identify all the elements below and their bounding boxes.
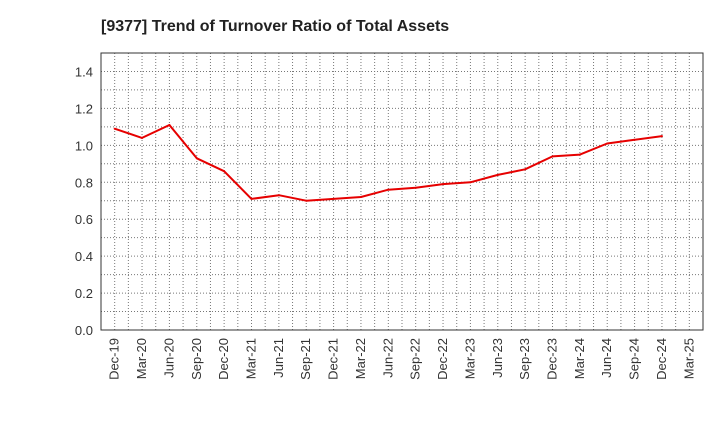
y-tick-label: 0.6 [75,212,93,227]
y-tick-label: 1.4 [75,64,93,79]
chart-title: [9377] Trend of Turnover Ratio of Total … [101,18,449,35]
x-tick-label: Mar-23 [462,338,477,379]
y-axis: 0.0 0.2 0.4 0.6 0.8 1.0 1.2 1.4 [75,64,93,338]
data-point [551,155,554,158]
data-point [387,188,390,191]
data-point [660,135,663,138]
x-tick-label: Dec-20 [216,338,231,380]
data-point [524,168,527,171]
x-tick-label: Mar-21 [244,338,259,379]
data-point [606,142,609,145]
data-point [442,183,445,186]
x-tick-label: Dec-24 [654,338,669,380]
x-tick-label: Dec-22 [435,338,450,380]
data-point [277,194,280,197]
data-point [578,153,581,156]
x-tick-label: Dec-23 [545,338,560,380]
data-point [250,197,253,200]
data-point [305,199,308,202]
grid [101,53,703,330]
x-tick-label: Sep-21 [298,338,313,380]
y-tick-label: 1.0 [75,138,93,153]
x-tick-label: Mar-22 [353,338,368,379]
x-tick-label: Sep-23 [517,338,532,380]
series-layer [113,124,663,202]
y-tick-label: 0.8 [75,175,93,190]
x-tick-label: Sep-20 [189,338,204,380]
data-point [113,127,116,130]
x-tick-label: Mar-20 [134,338,149,379]
x-tick-label: Jun-20 [161,338,176,378]
data-point [332,197,335,200]
x-axis: Dec-19 Mar-20 Jun-20 Sep-20 Dec-20 Mar-21 Jun-… [107,338,697,380]
x-tick-label: Dec-21 [326,338,341,380]
data-point [141,136,144,139]
x-tick-label: Jun-22 [380,338,395,378]
data-point [359,196,362,199]
data-point [469,181,472,184]
y-tick-label: 0.2 [75,286,93,301]
y-tick-label: 1.2 [75,101,93,116]
x-tick-label: Jun-21 [271,338,286,378]
x-tick-label: Dec-19 [107,338,122,380]
x-tick-label: Mar-24 [572,338,587,379]
data-point [223,170,226,173]
y-tick-label: 0.4 [75,249,93,264]
data-point [633,138,636,141]
x-tick-label: Jun-23 [490,338,505,378]
x-tick-label: Jun-24 [599,338,614,378]
data-point [195,157,198,160]
data-point [496,173,499,176]
plot-area [100,52,704,331]
x-tick-label: Mar-25 [681,338,696,379]
data-point [168,124,171,127]
y-tick-label: 0.0 [75,323,93,338]
x-tick-label: Sep-22 [408,338,423,380]
data-point [414,186,417,189]
x-tick-label: Sep-24 [627,338,642,380]
